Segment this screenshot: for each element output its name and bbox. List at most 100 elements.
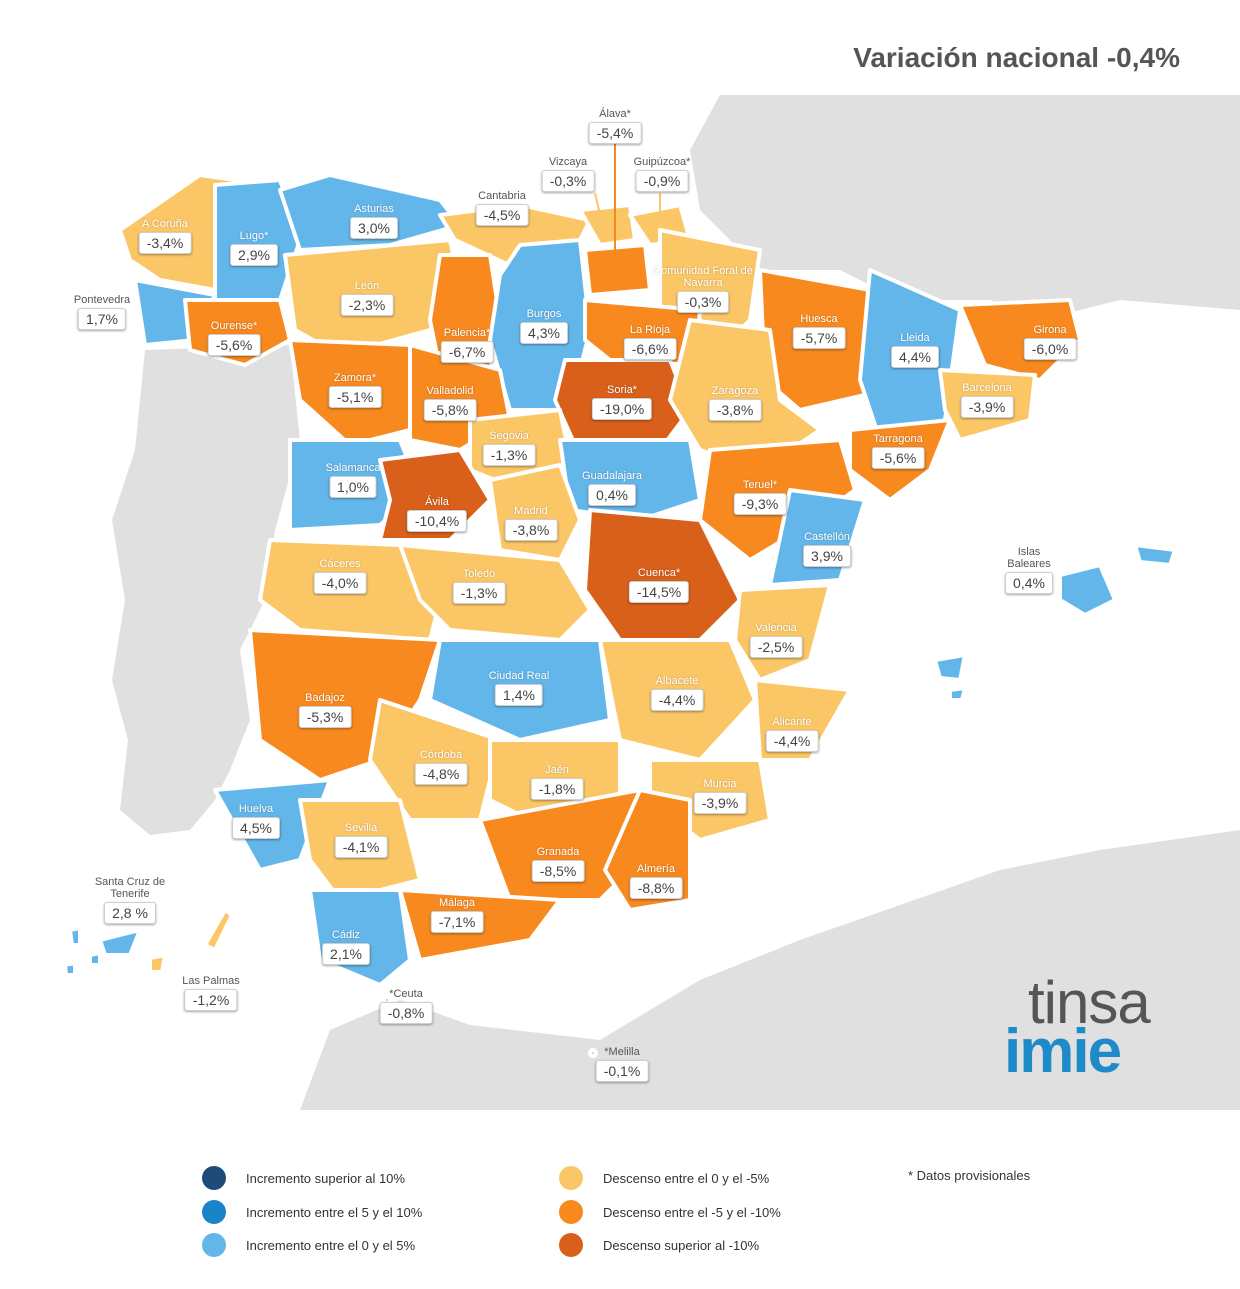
label-segovia[interactable]: Segovia -1,3% [482, 430, 536, 466]
label-teruel[interactable]: Teruel* -9,3% [733, 479, 787, 515]
province-value: -4,4% [765, 730, 819, 752]
label-zaragoza[interactable]: Zaragoza -3,8% [708, 385, 762, 421]
label-cadiz[interactable]: Cádiz 2,1% [322, 929, 370, 965]
province-name: Tarragona [873, 433, 923, 445]
label-avila[interactable]: Ávila -10,4% [406, 496, 468, 532]
label-guipuzcoa[interactable]: Guipúzcoa* -0,9% [634, 156, 690, 192]
label-barcelona[interactable]: Barcelona -3,9% [960, 382, 1014, 418]
province-value: -5,8% [423, 399, 477, 421]
province-name: Lleida [900, 332, 930, 344]
label-guadalajara[interactable]: Guadalajara 0,4% [582, 470, 642, 506]
province-name: Salamanca [325, 462, 381, 474]
label-sevilla[interactable]: Sevilla -4,1% [334, 822, 388, 858]
province-name: A Coruña [142, 218, 188, 230]
label-lleida[interactable]: Lleida 4,4% [891, 332, 939, 368]
province-name: Cáceres [319, 558, 361, 570]
label-cantabria[interactable]: Cantabria -4,5% [475, 190, 529, 226]
province-value: 2,8 % [104, 902, 156, 924]
label-las-palmas[interactable]: Las Palmas -1,2% [182, 975, 240, 1011]
melilla-marker[interactable] [588, 1048, 598, 1058]
province-value: -1,3% [482, 444, 536, 466]
label-vizcaya[interactable]: Vizcaya -0,3% [541, 156, 595, 192]
island-la-palma [68, 926, 82, 947]
label-palencia[interactable]: Palencia* -6,7% [440, 327, 494, 363]
label-jaen[interactable]: Jaén -1,8% [530, 764, 584, 800]
label-badajoz[interactable]: Badajoz -5,3% [298, 692, 352, 728]
label-valencia[interactable]: Valencia -2,5% [749, 622, 803, 658]
label-pontevedra[interactable]: Pontevedra 1,7% [74, 294, 130, 330]
province-name: Palencia* [443, 327, 491, 339]
label-albacete[interactable]: Albacete -4,4% [650, 675, 704, 711]
label-toledo[interactable]: Toledo -1,3% [452, 568, 506, 604]
label-santa-cruz-de-tenerife[interactable]: Santa Cruz de Tenerife 2,8 % [85, 876, 175, 924]
province-vizcaya[interactable] [578, 203, 637, 247]
province-value: -6,6% [623, 338, 677, 360]
label-leon[interactable]: León -2,3% [340, 280, 394, 316]
label-zamora[interactable]: Zamora* -5,1% [328, 372, 382, 408]
label-islas-baleares[interactable]: Islas Baleares 0,4% [999, 546, 1059, 594]
label-madrid[interactable]: Madrid -3,8% [504, 505, 558, 541]
province-name: Córdoba [419, 749, 463, 761]
label-salamanca[interactable]: Salamanca 1,0% [325, 462, 381, 498]
province-value: 3,0% [350, 217, 398, 239]
province-name: Pontevedra [73, 294, 131, 306]
province-name: Alicante [772, 716, 812, 728]
province-value: -3,8% [708, 399, 762, 421]
legend-label: Incremento superior al 10% [246, 1170, 405, 1186]
province-alava[interactable] [583, 243, 652, 297]
province-value: -4,5% [475, 204, 529, 226]
label-asturias[interactable]: Asturias 3,0% [350, 203, 398, 239]
province-name: Cádiz [331, 929, 361, 941]
label-cordoba[interactable]: Córdoba -4,8% [414, 749, 468, 785]
label-melilla[interactable]: *Melilla -0,1% [595, 1046, 649, 1082]
label-cuenca[interactable]: Cuenca* -14,5% [628, 567, 690, 603]
label-girona[interactable]: Girona -6,0% [1023, 324, 1077, 360]
legend-item: Incremento superior al 10% [202, 1166, 405, 1190]
label-soria[interactable]: Soria* -19,0% [591, 384, 653, 420]
province-value: -6,0% [1023, 338, 1077, 360]
label-valladolid[interactable]: Valladolid -5,8% [423, 385, 477, 421]
label-ceuta[interactable]: *Ceuta -0,8% [379, 988, 433, 1024]
province-girona[interactable] [958, 298, 1082, 382]
island-menorca [1133, 543, 1177, 567]
province-name: Ciudad Real [488, 670, 550, 682]
province-value: -6,7% [440, 341, 494, 363]
province-cordoba[interactable] [368, 698, 502, 822]
legend-item: Descenso superior al -10% [559, 1233, 759, 1257]
province-name: Ávila [425, 496, 449, 508]
province-name: Cuenca* [637, 567, 681, 579]
label-burgos[interactable]: Burgos 4,3% [520, 308, 568, 344]
province-value: -1,2% [184, 989, 238, 1011]
province-value: 3,9% [803, 545, 851, 567]
province-santa-cruz-de-tenerife[interactable] [98, 928, 142, 957]
label-alicante[interactable]: Alicante -4,4% [765, 716, 819, 752]
label-la-rioja[interactable]: La Rioja -6,6% [623, 324, 677, 360]
province-value: -2,3% [340, 294, 394, 316]
label-ourense[interactable]: Ourense* -5,6% [207, 320, 261, 356]
province-value: -3,9% [693, 792, 747, 814]
label-malaga[interactable]: Málaga -7,1% [430, 897, 484, 933]
label-granada[interactable]: Granada -8,5% [531, 846, 585, 882]
label-lugo[interactable]: Lugo* 2,9% [230, 230, 278, 266]
label-huesca[interactable]: Huesca -5,7% [792, 313, 846, 349]
label-alava[interactable]: Álava* -5,4% [588, 108, 642, 144]
province-las-palmas[interactable] [148, 953, 167, 974]
province-value: 1,0% [329, 476, 377, 498]
province-value: -3,9% [960, 396, 1014, 418]
label-castellon[interactable]: Castellón 3,9% [803, 531, 851, 567]
label-huelva[interactable]: Huelva 4,5% [232, 803, 280, 839]
province-value: -0,9% [635, 170, 689, 192]
legend-swatch [559, 1166, 583, 1190]
land-portugal [112, 345, 300, 835]
province-islas-baleares[interactable] [1058, 563, 1117, 617]
province-value: 1,4% [495, 684, 543, 706]
label-caceres[interactable]: Cáceres -4,0% [313, 558, 367, 594]
label-a-coruna[interactable]: A Coruña -3,4% [138, 218, 192, 254]
label-tarragona[interactable]: Tarragona -5,6% [871, 433, 925, 469]
label-murcia[interactable]: Murcia -3,9% [693, 778, 747, 814]
province-value: -5,6% [871, 447, 925, 469]
legend: Incremento superior al 10% Incremento en… [0, 1160, 1240, 1270]
label-navarra[interactable]: Comunidad Foral de Navarra -0,3% [648, 265, 758, 313]
label-almeria[interactable]: Almería -8,8% [629, 863, 683, 899]
label-ciudad-real[interactable]: Ciudad Real 1,4% [488, 670, 550, 706]
